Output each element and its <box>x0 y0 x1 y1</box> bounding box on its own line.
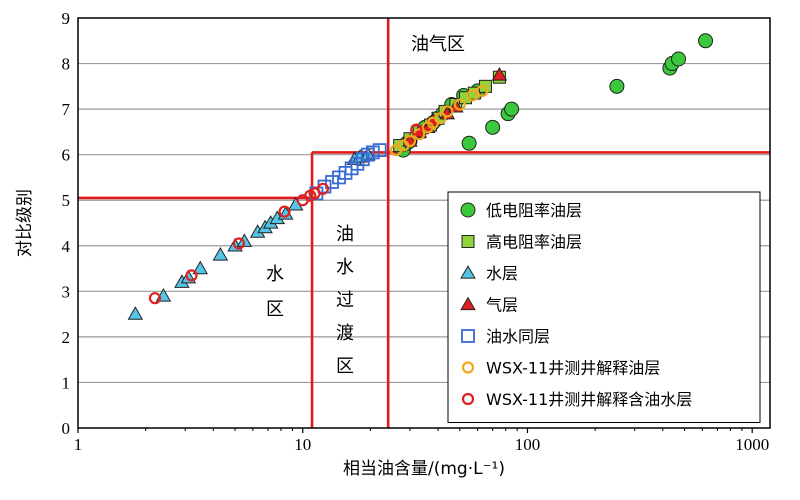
region-label-transition: 水 <box>336 257 354 278</box>
data-point <box>504 101 520 117</box>
y-tick-label: 1 <box>62 373 71 392</box>
data-point <box>491 67 508 81</box>
region-label-oil-gas: 油气区 <box>411 34 465 55</box>
legend-label: 水层 <box>486 264 518 283</box>
data-point <box>441 105 454 118</box>
data-point <box>698 33 714 49</box>
legend-marker <box>460 265 476 279</box>
y-tick-label: 0 <box>62 419 71 438</box>
data-point <box>372 143 387 158</box>
plot-frame <box>77 17 771 429</box>
legend-marker <box>461 329 475 343</box>
data-point <box>236 233 253 247</box>
series-5 <box>389 84 489 157</box>
data-point <box>461 135 477 151</box>
data-point <box>127 306 144 320</box>
y-tick-label: 4 <box>62 237 71 256</box>
data-point <box>232 237 246 250</box>
data-point <box>192 260 209 275</box>
legend-marker <box>460 202 476 218</box>
region-label-transition: 渡 <box>336 323 354 344</box>
x-axis-label: 相当油含量/(mg·L⁻¹) <box>343 459 505 479</box>
legend-label: 高电阻率油层 <box>486 233 582 252</box>
data-point <box>410 123 423 136</box>
legend-box <box>447 191 761 423</box>
data-point <box>212 246 229 261</box>
data-point <box>453 98 466 111</box>
region-label-transition: 区 <box>336 356 354 377</box>
legend-label: 低电阻率油层 <box>486 201 582 220</box>
region-label-water: 区 <box>266 299 284 320</box>
data-points <box>127 33 714 320</box>
data-point <box>278 205 291 218</box>
x-tick-label: 10 <box>294 435 311 454</box>
legend-label: WSX-11井测井解释含油水层 <box>486 390 692 409</box>
legend-label: WSX-11井测井解释油层 <box>486 359 660 378</box>
y-tick-label: 6 <box>62 146 71 165</box>
y-tick-label: 5 <box>62 191 71 210</box>
data-point <box>148 292 162 305</box>
data-point <box>434 112 447 125</box>
x-tick-label: 100 <box>515 435 541 454</box>
data-point <box>325 175 339 189</box>
legend-marker <box>460 296 476 311</box>
gridlines <box>78 62 770 384</box>
series-6 <box>148 123 423 305</box>
data-point <box>185 269 198 282</box>
y-tick-label: 7 <box>62 100 71 119</box>
legend-label: 气层 <box>486 296 518 315</box>
data-point <box>671 51 687 67</box>
x-tick-label: 1000 <box>735 435 769 454</box>
data-point <box>476 84 489 97</box>
data-point <box>609 78 625 94</box>
legend-label: 油水同层 <box>486 327 550 346</box>
data-point <box>466 89 479 102</box>
region-label-water: 水 <box>266 264 284 285</box>
legend-marker <box>461 361 475 374</box>
y-tick-label: 3 <box>62 282 71 301</box>
region-label-transition: 过 <box>336 290 354 311</box>
data-point <box>485 119 501 135</box>
legend-marker <box>461 235 475 248</box>
data-point <box>316 182 330 195</box>
x-tick-label: 1 <box>74 435 83 454</box>
y-axis-label: 对比级别 <box>15 189 35 257</box>
y-tick-label: 2 <box>62 328 71 347</box>
legend-marker <box>461 392 475 406</box>
y-tick-label: 8 <box>62 55 71 74</box>
data-point <box>403 134 417 148</box>
y-tick-label: 9 <box>62 9 71 28</box>
region-label-transition: 油 <box>336 224 354 245</box>
